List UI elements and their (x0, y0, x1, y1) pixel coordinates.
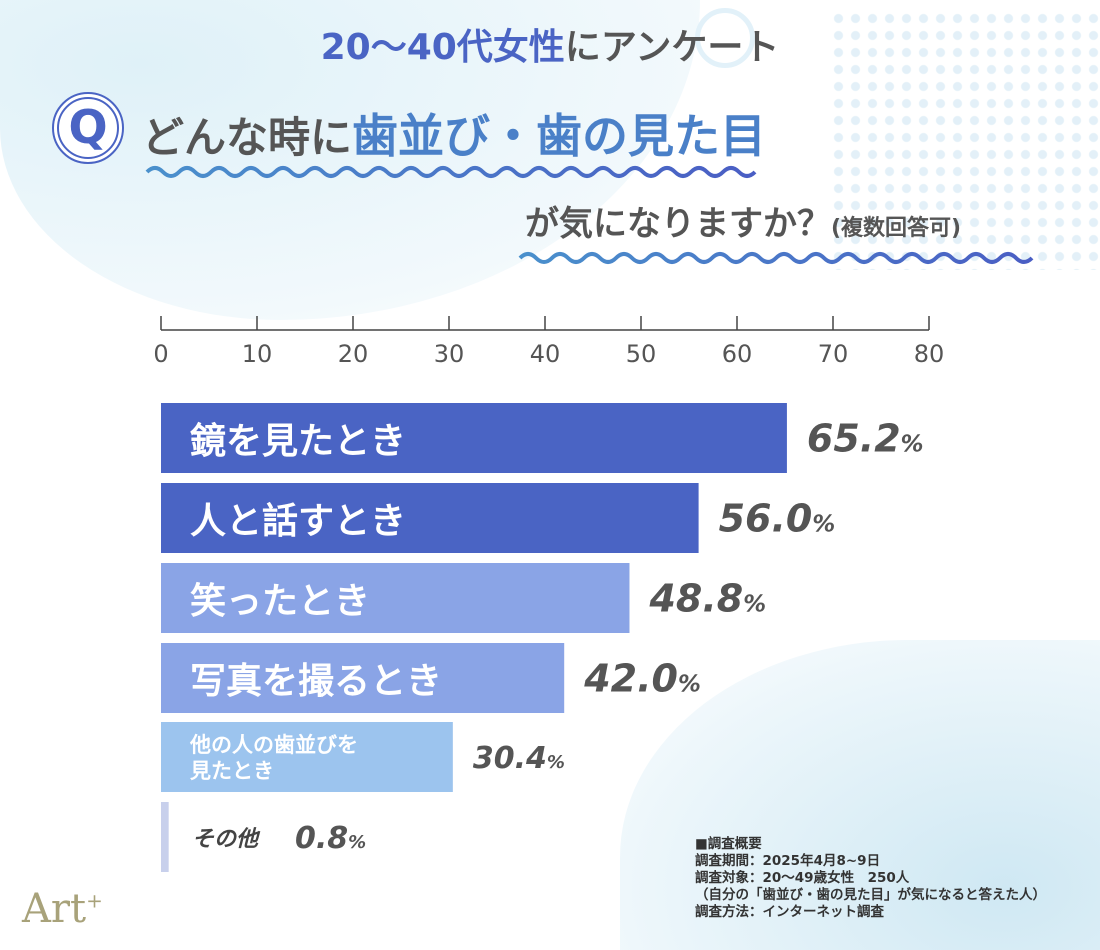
value-label: 48.8% (648, 577, 766, 621)
value-label: 42.0% (583, 657, 701, 701)
value-label: 65.2% (807, 417, 924, 461)
x-tick-label: 20 (338, 340, 369, 368)
question-line2: が気になりますか？(複数回答可) (525, 196, 961, 245)
bar (161, 563, 630, 633)
survey-title: 20〜40代女性にアンケート (0, 18, 1100, 70)
bar (161, 643, 565, 713)
value-label: 0.8% (295, 821, 366, 856)
survey-summary: ■調査概要 調査期間：2025年4月8~9日 調査対象：20〜49歳女性 250… (695, 836, 1095, 921)
bar (161, 722, 453, 792)
category-label: 他の人の歯並びを (189, 733, 358, 757)
logo: Art+ (22, 886, 103, 932)
unit-label: % (678, 672, 701, 698)
summary-period: 調査期間：2025年4月8~9日 (695, 853, 881, 869)
title-rest: にアンケート (564, 27, 780, 68)
category-label: 笑ったとき (190, 581, 370, 622)
question-highlight: 歯並び・歯の見た目 (352, 109, 767, 163)
logo-plus: + (86, 888, 103, 913)
summary-target-note: （自分の「歯並び・歯の見た目」が気になると答えた人） (695, 887, 1046, 903)
category-label: 人と話すとき (190, 501, 406, 542)
summary-method: 調査方法：インターネット調査 (695, 904, 884, 920)
unit-label: % (547, 752, 565, 773)
unit-label: % (348, 832, 366, 853)
x-tick-label: 60 (722, 340, 753, 368)
bar (161, 802, 169, 872)
x-tick-label: 70 (818, 340, 849, 368)
x-tick-label: 50 (626, 340, 657, 368)
decorative-ring (695, 8, 755, 68)
q-icon: Q (52, 92, 124, 164)
category-label: 見たとき (190, 759, 274, 783)
x-tick-label: 30 (434, 340, 465, 368)
value-label: 56.0% (719, 497, 836, 541)
category-label: 鏡を見たとき (190, 421, 406, 462)
wave-underline (145, 166, 757, 178)
dot-pattern (830, 10, 1100, 270)
question-part1: どんな時に (142, 113, 353, 162)
value-label: 30.4% (473, 741, 565, 776)
x-tick-label: 0 (153, 340, 168, 368)
logo-text: Art (22, 886, 87, 932)
wave-underline (518, 252, 1034, 264)
summary-heading: ■調査概要 (695, 836, 762, 852)
x-tick-label: 10 (242, 340, 273, 368)
category-label: 写真を撮るとき (190, 661, 442, 702)
question-line1: どんな時に歯並び・歯の見た目 (142, 100, 766, 166)
question-part2: が気になりますか？ (525, 204, 831, 244)
category-label: その他 (192, 827, 261, 852)
x-tick-label: 80 (914, 340, 945, 368)
unit-label: % (901, 432, 924, 458)
unit-label: % (812, 512, 835, 538)
bar (161, 483, 699, 553)
summary-target: 調査対象：20〜49歳女性 250人 (695, 870, 910, 886)
title-highlight: 20〜40代女性 (320, 27, 565, 68)
unit-label: % (743, 592, 766, 618)
question-note: (複数回答可) (831, 216, 962, 241)
x-tick-label: 40 (530, 340, 561, 368)
bar (161, 403, 787, 473)
